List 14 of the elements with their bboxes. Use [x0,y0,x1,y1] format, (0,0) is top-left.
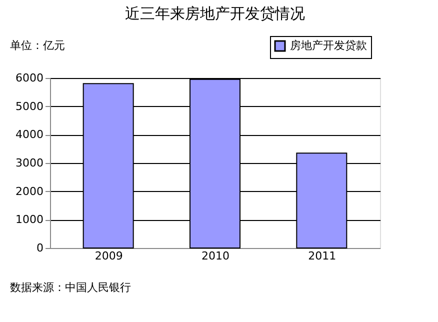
y-tick-label: 0 [36,242,44,254]
y-tick-label: 4000 [16,128,44,142]
text: 单位：亿元 [10,39,65,52]
x-tick-label: 2009 [94,250,123,262]
y-tick-label: 3000 [16,156,44,170]
legend-label: 房地产开发贷款 [290,39,367,52]
y-tick-label: 5000 [16,100,44,113]
y-tick-label: 2000 [16,184,44,198]
chart-title: 近三年来房地产开发贷情况 [125,4,305,22]
source-note: 数据来源：中国人民银行 [10,281,131,294]
y-tick-label: 1000 [16,213,44,226]
x-tick-label: 2011 [308,250,336,262]
y-tick-label: 6000 [16,72,44,84]
x-tick-label: 2010 [202,250,230,262]
